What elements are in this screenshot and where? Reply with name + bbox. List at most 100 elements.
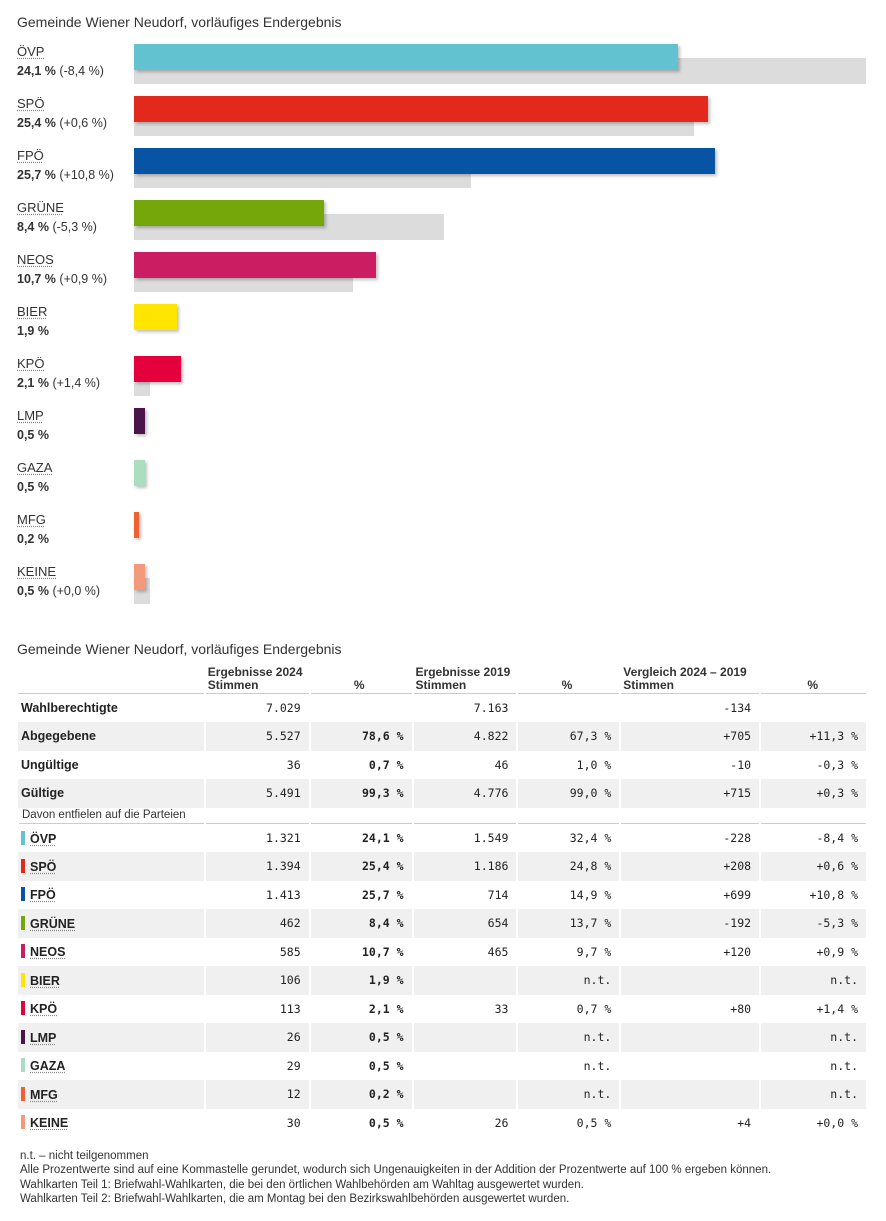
cell-2024-stimmen: 585 (203, 937, 310, 966)
party-name[interactable]: KPÖ (30, 1002, 58, 1017)
cell-diff-stimmen: +705 (619, 722, 761, 751)
bar-2024[interactable] (134, 460, 146, 486)
cell-2019-stimmen (411, 1023, 518, 1052)
cell-2024-stimmen: 113 (203, 994, 310, 1023)
party-name[interactable]: GAZA (30, 1059, 66, 1074)
bar-2024[interactable] (134, 512, 139, 538)
party-label[interactable]: BIER (17, 304, 48, 319)
party-label[interactable]: FPÖ (17, 148, 44, 163)
cell-2024-stimmen: 12 (203, 1080, 310, 1109)
cell-2024-stimmen: 5.527 (203, 722, 310, 751)
table-title: Gemeinde Wiener Neudorf, vorläufiges End… (17, 641, 342, 657)
cell-2019-pct: 32,4 % (516, 823, 621, 852)
bar-2024[interactable] (134, 44, 679, 70)
cell-2019-stimmen: 465 (411, 937, 518, 966)
party-value: 0,5 % (17, 480, 49, 494)
cell-2024-pct: 0,7 % (308, 750, 413, 779)
party-name[interactable]: LMP (30, 1030, 57, 1045)
footnote-nt: n.t. – nicht teilgenommen (20, 1150, 149, 1162)
party-name[interactable]: GRÜNE (30, 916, 76, 931)
bar-2024[interactable] (134, 304, 177, 330)
header-2019-pct: % (561, 678, 573, 692)
cell-2024-pct: 25,4 % (308, 852, 413, 881)
cell-2019-pct: 1,0 % (516, 750, 621, 779)
bar-row-övp: ÖVP 24,1 % (-8,4 %) (0, 44, 886, 96)
party-color-swatch (21, 915, 25, 930)
cell-2024-stimmen: 1.321 (203, 823, 310, 852)
bar-2024[interactable] (134, 564, 146, 590)
cell-diff-pct: +1,4 % (759, 994, 866, 1023)
party-color-swatch (21, 1001, 25, 1016)
bar-row-grüne: GRÜNE 8,4 % (-5,3 %) (0, 200, 886, 252)
cell-diff-stimmen (619, 1051, 761, 1080)
cell-2019-pct: n.t. (516, 1023, 621, 1052)
bar-2024[interactable] (134, 408, 146, 434)
cell-diff-pct: n.t. (759, 1080, 866, 1109)
party-diff: (-5,3 %) (52, 220, 97, 234)
party-label[interactable]: KEINE (17, 564, 57, 579)
party-row: FPÖ 1.413 25,7 % 714 14,9 % +699 +10,8 % (18, 880, 866, 910)
cell-2019-stimmen: 46 (411, 750, 518, 779)
header-diff-pct: % (807, 678, 818, 692)
party-diff: (+10,8 %) (59, 168, 114, 182)
party-label[interactable]: GRÜNE (17, 200, 64, 215)
bar-2024[interactable] (134, 148, 715, 174)
bar-2024[interactable] (134, 356, 182, 382)
cell-diff-stimmen: +120 (619, 937, 761, 966)
party-percent: 1,9 % (17, 324, 49, 338)
row-label: Wahlberechtigte (21, 701, 118, 715)
party-label[interactable]: SPÖ (17, 96, 45, 111)
party-label[interactable]: NEOS (17, 252, 54, 267)
row-label: FPÖ (18, 881, 205, 910)
party-label[interactable]: LMP (17, 408, 44, 423)
party-label[interactable]: ÖVP (17, 44, 45, 59)
cell-diff-stimmen (619, 966, 761, 995)
bar-row-kpö: KPÖ 2,1 % (+1,4 %) (0, 356, 886, 408)
cell-2019-stimmen: 33 (411, 994, 518, 1023)
party-row: GRÜNE 462 8,4 % 654 13,7 % -192 -5,3 % (18, 909, 866, 938)
cell-diff-stimmen: -228 (619, 823, 761, 852)
party-row: KEINE 30 0,5 % 26 0,5 % +4 +0,0 % (18, 1108, 866, 1137)
cell-2024-pct (308, 693, 413, 722)
party-value: 24,1 % (-8,4 %) (17, 64, 104, 78)
header-diff-stimmen: Vergleich 2024 – 2019 Stimmen (623, 665, 747, 692)
table-header-row: Ergebnisse 2024 Stimmen % Ergebnisse 2019… (18, 664, 866, 694)
row-label: ÖVP (18, 824, 205, 853)
cell-2024-stimmen: 29 (203, 1051, 310, 1080)
party-label[interactable]: KPÖ (17, 356, 45, 371)
header-2019-stimmen: Ergebnisse 2019 Stimmen (415, 665, 511, 692)
footnote-wahlkarten-1: Wahlkarten Teil 1: Briefwahl-Wahlkarten,… (20, 1178, 584, 1191)
party-name[interactable]: SPÖ (30, 859, 57, 874)
party-value: 10,7 % (+0,9 %) (17, 272, 107, 286)
party-name[interactable]: NEOS (30, 945, 66, 960)
cell-2024-stimmen: 30 (203, 1108, 310, 1137)
cell-2019-pct (516, 693, 621, 722)
cell-diff-stimmen: +699 (619, 880, 761, 909)
party-label[interactable]: MFG (17, 512, 46, 527)
party-row: LMP 26 0,5 % n.t. n.t. (18, 1023, 866, 1052)
cell-2024-stimmen: 7.029 (203, 693, 310, 722)
party-color-swatch (21, 1058, 25, 1073)
cell-2024-pct: 0,2 % (308, 1080, 413, 1109)
party-name[interactable]: ÖVP (30, 831, 57, 846)
bar-2024[interactable] (134, 200, 324, 226)
row-label: GRÜNE (18, 909, 205, 938)
party-value: 0,2 % (17, 532, 49, 546)
cell-diff-pct (759, 693, 866, 722)
party-label[interactable]: GAZA (17, 460, 53, 475)
party-name[interactable]: KEINE (30, 1116, 69, 1131)
bar-2024[interactable] (134, 252, 376, 278)
party-percent: 0,5 % (17, 584, 49, 598)
cell-diff-stimmen: -134 (619, 693, 761, 722)
party-value: 0,5 % (17, 428, 49, 442)
cell-2019-stimmen: 26 (411, 1108, 518, 1137)
header-2024-pct: % (353, 678, 365, 692)
party-name[interactable]: MFG (30, 1087, 58, 1102)
party-name[interactable]: BIER (30, 973, 60, 988)
party-diff: (-8,4 %) (59, 64, 104, 78)
cell-diff-stimmen (619, 1080, 761, 1109)
summary-row: Wahlberechtigte 7.029 7.163 -134 (18, 693, 866, 722)
party-name[interactable]: FPÖ (30, 888, 56, 903)
cell-diff-stimmen: +208 (619, 852, 761, 881)
bar-2024[interactable] (134, 96, 708, 122)
